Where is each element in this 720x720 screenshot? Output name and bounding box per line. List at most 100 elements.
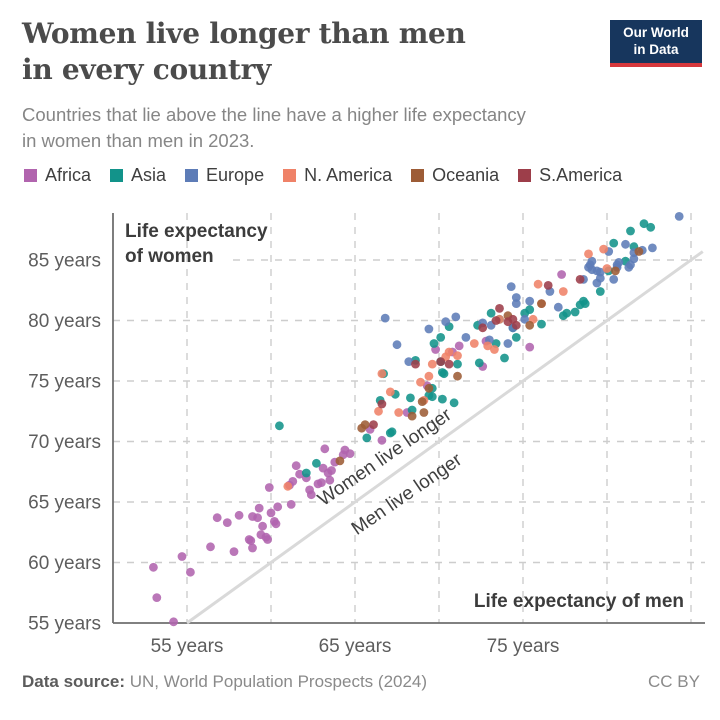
data-point [380, 313, 390, 323]
y-tick-85: 85 years [28, 251, 101, 272]
legend-item-europe: Europe [185, 165, 264, 186]
data-point [558, 311, 568, 321]
continent-legend: Africa Asia Europe N. America Oceania S.Ameri… [24, 165, 622, 186]
data-point [611, 266, 620, 276]
data-point [674, 212, 684, 221]
data-point [407, 411, 417, 421]
data-point [424, 371, 434, 381]
data-point [525, 296, 535, 306]
annotation-women-live-longer: Women live longer [314, 404, 456, 511]
y-tick-80: 80 years [28, 311, 101, 332]
y-tick-70: 70 years [28, 432, 101, 453]
data-point [453, 351, 462, 360]
data-point [491, 316, 501, 325]
data-point [602, 264, 612, 273]
data-point [639, 219, 649, 229]
data-point [212, 513, 222, 523]
y-axis-title-line-2: of women [125, 246, 214, 267]
data-point [609, 238, 619, 248]
data-point [520, 308, 530, 318]
data-point [369, 420, 378, 429]
data-point [377, 369, 387, 379]
data-point [453, 371, 462, 381]
data-point [444, 347, 454, 357]
data-point [301, 468, 311, 478]
x-tick-65: 65 years [319, 636, 392, 657]
data-point [500, 353, 509, 363]
data-point [449, 398, 459, 408]
data-point [558, 287, 568, 296]
data-source-label: Data source: [22, 672, 125, 691]
data-point [407, 405, 417, 415]
data-point [149, 562, 158, 572]
data-point [575, 300, 585, 310]
data-point [169, 617, 179, 627]
series-asia [275, 219, 656, 478]
x-tick-75: 75 years [487, 636, 560, 657]
data-point [248, 543, 257, 553]
data-point [222, 518, 232, 527]
x-axis-title: Life expectancy of men [474, 591, 684, 612]
chart-subtitle: Countries that lie above the line have a… [22, 102, 662, 154]
data-point [490, 345, 499, 354]
data-point [503, 339, 513, 348]
data-point [570, 307, 580, 317]
parity-line [186, 250, 704, 625]
data-point [295, 469, 304, 479]
subtitle-line-2: in women than men in 2023. [22, 129, 255, 151]
legend-label: Africa [45, 165, 92, 185]
data-point [291, 461, 301, 471]
data-point [305, 485, 314, 495]
data-point [424, 383, 434, 393]
data-point [648, 243, 657, 253]
data-point [385, 387, 395, 397]
title-line-2: in every country [22, 53, 272, 87]
data-point [557, 270, 566, 279]
legend-label: S.America [539, 165, 623, 185]
legend-item-asia: Asia [110, 165, 166, 186]
data-point [362, 433, 372, 443]
gridlines [113, 213, 705, 623]
data-point [553, 302, 563, 312]
data-source-text: UN, World Population Prospects (2024) [129, 672, 428, 691]
legend-swatch [411, 169, 425, 182]
data-point [320, 444, 330, 454]
data-point [520, 314, 530, 324]
logo-line-1: Our World [623, 24, 689, 40]
data-point [511, 299, 521, 308]
data-point [486, 308, 496, 318]
legend-label: Oceania [432, 165, 500, 185]
data-point [374, 406, 383, 416]
y-tick-55: 55 years [28, 614, 101, 635]
data-point [634, 247, 644, 256]
license-link[interactable]: CC BY [648, 672, 700, 691]
data-point [525, 342, 535, 352]
data-point [474, 358, 484, 368]
data-point [646, 222, 656, 232]
data-point [543, 281, 553, 290]
data-point [286, 500, 296, 509]
data-point [253, 513, 262, 523]
data-point [511, 320, 521, 330]
legend-swatch [283, 169, 297, 182]
chart-footer: Data source: UN, World Population Prospe… [22, 672, 700, 692]
legend-label: N. America [304, 165, 393, 185]
legend-item-africa: Africa [24, 165, 91, 186]
data-point [454, 341, 464, 351]
data-point [511, 333, 521, 342]
data-point [273, 502, 283, 512]
data-point [537, 299, 546, 308]
data-point [506, 282, 516, 291]
data-source: Data source: UN, World Population Prospe… [22, 672, 427, 692]
data-point [511, 293, 521, 302]
data-point [595, 273, 605, 283]
x-tick-55: 55 years [151, 636, 224, 657]
data-point [266, 508, 276, 518]
y-axis-title-line-1: Life expectancy [125, 221, 268, 242]
data-point [258, 521, 267, 531]
data-point [461, 333, 471, 342]
legend-item-n-america: N. America [283, 165, 392, 186]
data-point [377, 399, 387, 409]
page-title: Women live longer than men in every count… [22, 16, 592, 89]
